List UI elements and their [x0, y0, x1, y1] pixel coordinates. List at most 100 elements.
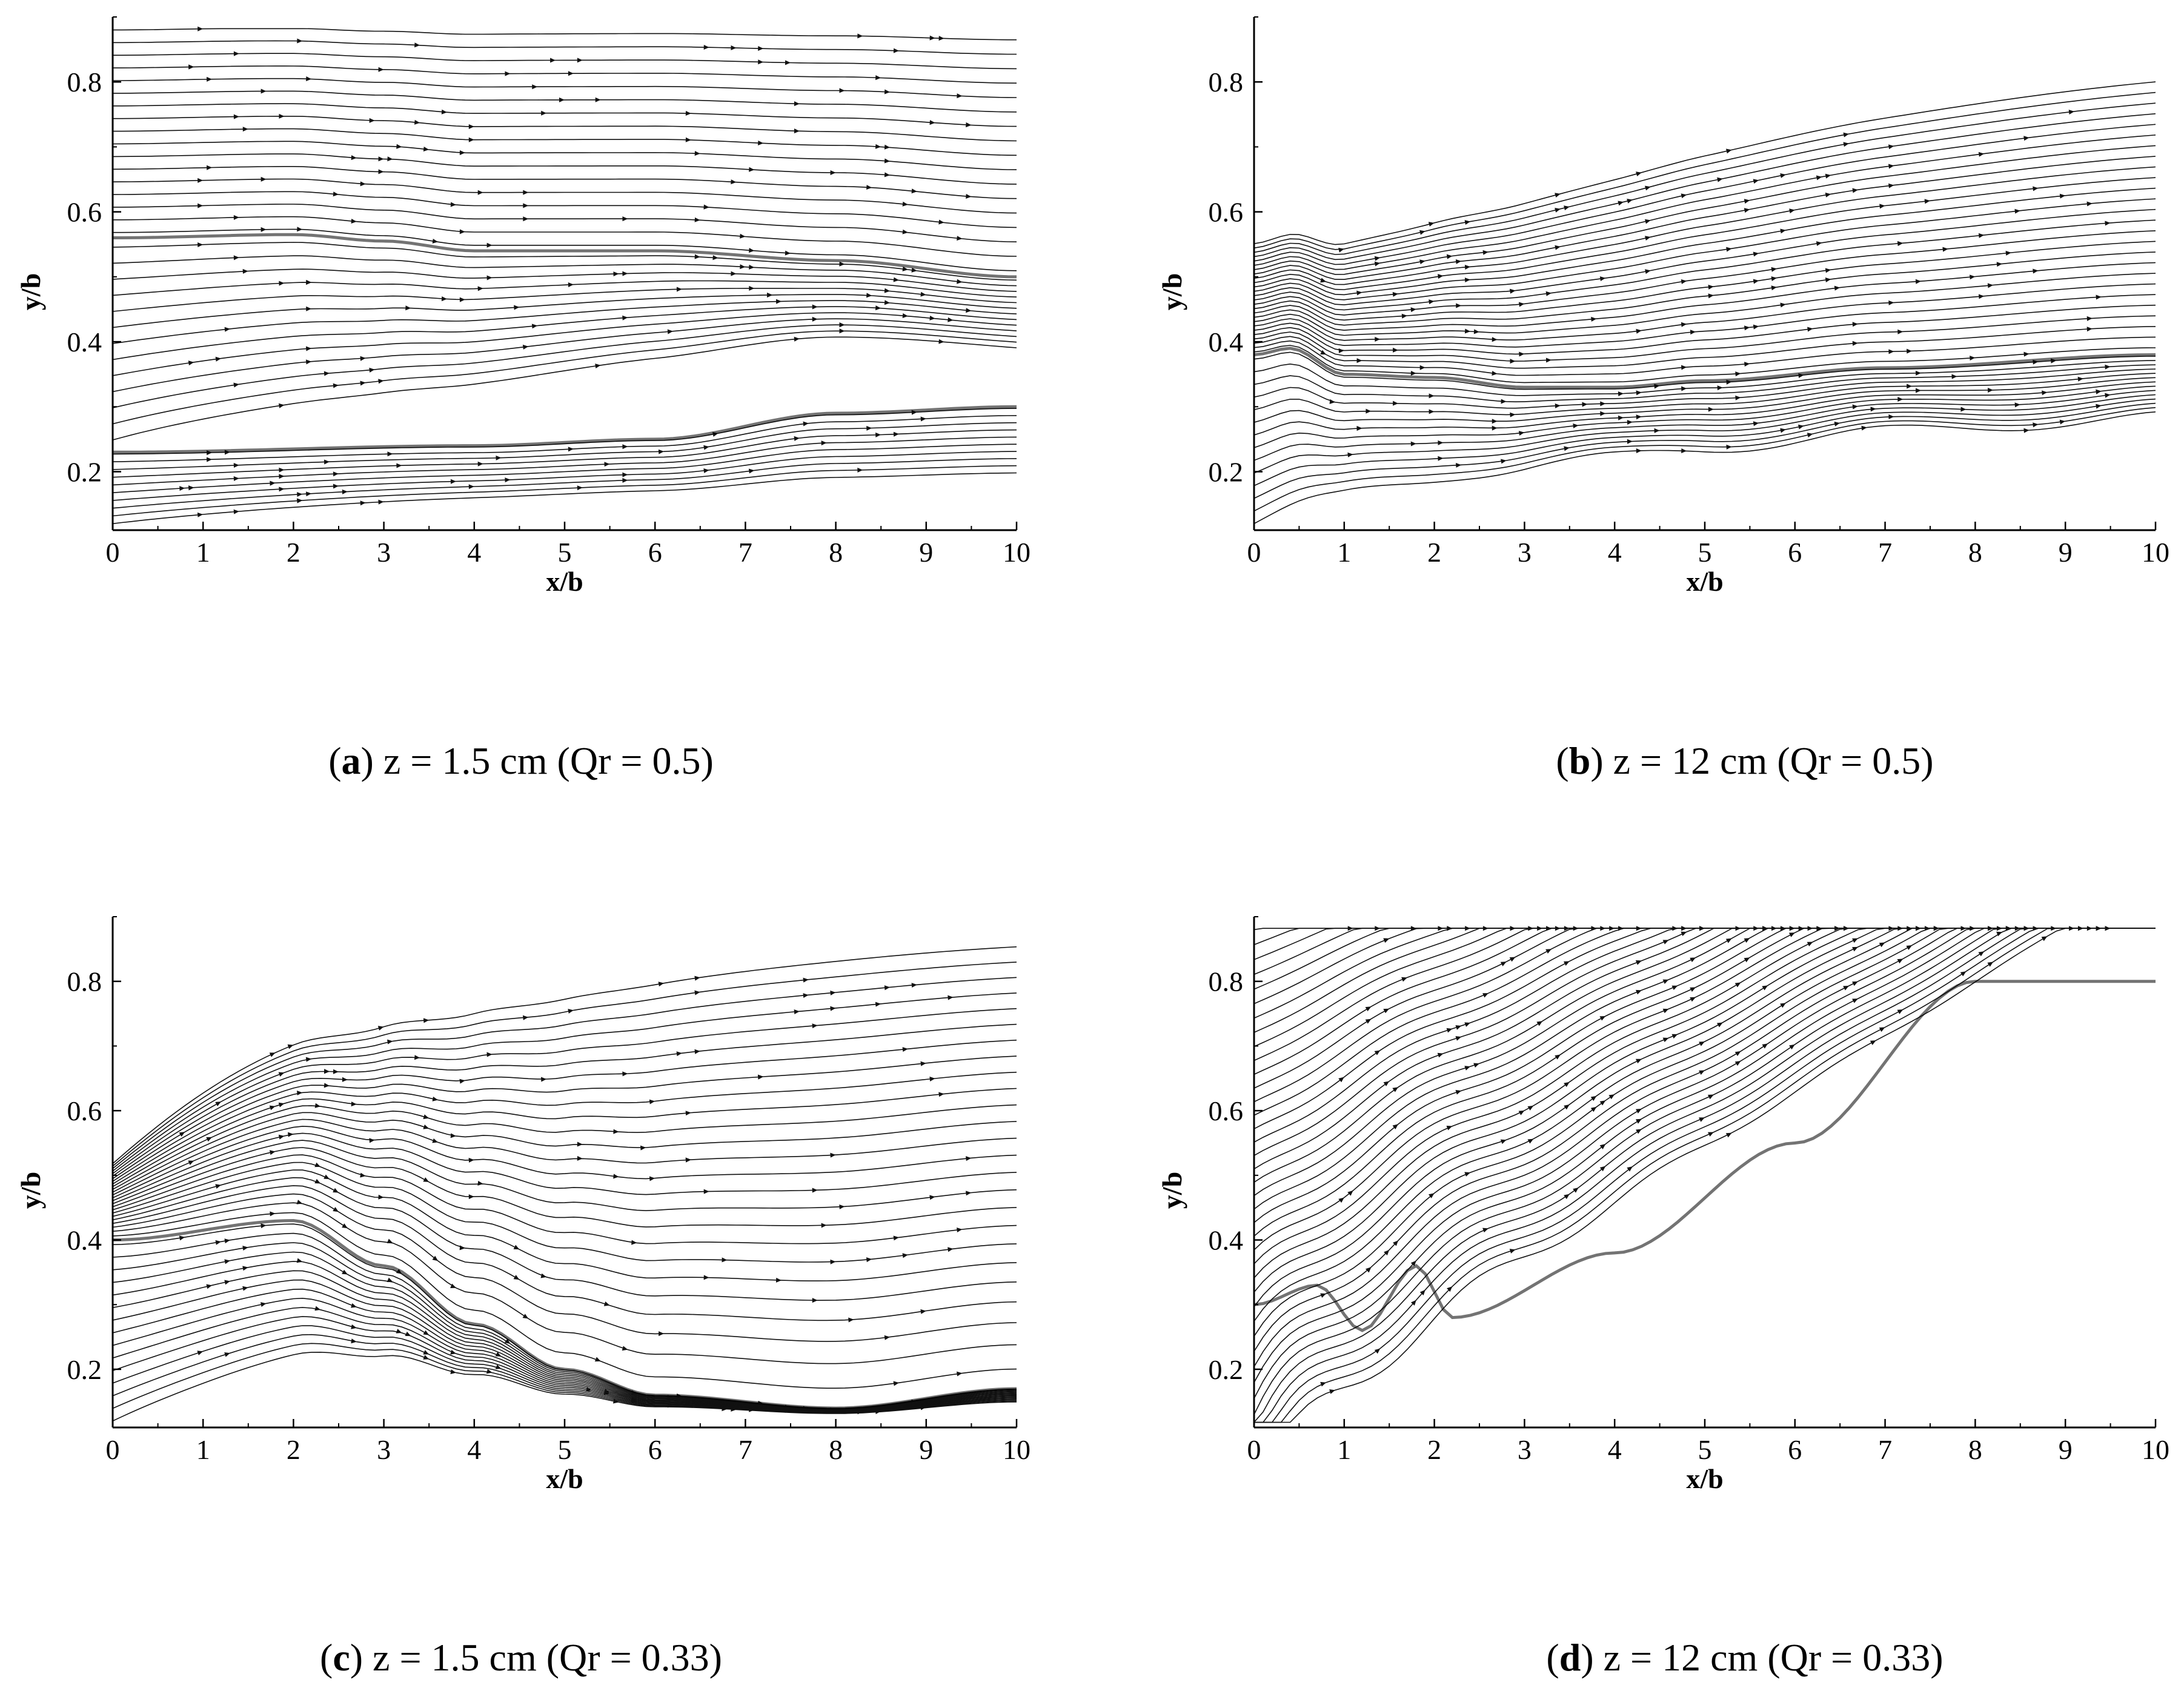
- streamline: [1254, 156, 2156, 281]
- flow-arrow: [297, 498, 303, 503]
- flow-arrow: [929, 1195, 935, 1200]
- flow-arrow: [2033, 422, 2039, 428]
- flow-arrow: [622, 444, 628, 450]
- y-tick-label: 0.8: [67, 966, 102, 997]
- streamline: [113, 1307, 1017, 1412]
- flow-arrow: [1635, 1058, 1642, 1064]
- flow-arrow: [875, 75, 881, 81]
- flow-arrow: [1347, 926, 1353, 931]
- flow-arrow: [1807, 327, 1813, 332]
- flow-arrow: [884, 172, 891, 178]
- x-tick-label: 6: [648, 1434, 662, 1465]
- flow-arrow: [875, 144, 881, 149]
- flow-arrow: [568, 282, 574, 288]
- x-axis-label: x/b: [1686, 566, 1723, 597]
- flow-arrow: [540, 1273, 547, 1278]
- flow-arrow: [550, 58, 556, 63]
- streamline: [1254, 145, 2156, 275]
- streamline: [1254, 394, 2156, 474]
- flow-arrow: [1852, 981, 1858, 986]
- streamline: [113, 191, 1017, 228]
- streamline: [113, 1154, 1017, 1244]
- flow-arrow: [197, 203, 204, 208]
- caption-d: (d) z = 12 cm (Qr = 0.33): [1546, 1635, 1943, 1680]
- streamline: [1254, 91, 2156, 250]
- x-tick-label: 8: [1968, 1434, 1982, 1465]
- streamline: [1254, 219, 2156, 311]
- streamline: [113, 977, 1017, 1169]
- flow-arrow: [1888, 144, 1894, 150]
- flow-arrow: [1591, 316, 1597, 322]
- flow-arrow: [1888, 183, 1894, 188]
- streamline: [1254, 928, 2156, 1062]
- streamline: [113, 255, 1017, 287]
- flow-arrow: [866, 185, 872, 190]
- flow-arrow: [821, 440, 827, 446]
- flow-arrow: [495, 1364, 502, 1369]
- streamline: [1254, 928, 2156, 975]
- flow-arrow: [1356, 425, 1363, 431]
- flow-arrow: [694, 151, 700, 156]
- streamline: [1254, 326, 2156, 369]
- flow-arrow: [1825, 192, 1831, 198]
- flow-arrow: [1446, 1028, 1453, 1033]
- flow-arrow: [775, 299, 782, 304]
- flow-arrow: [911, 267, 917, 273]
- streamline: [113, 1104, 1017, 1190]
- flow-arrow: [1500, 962, 1507, 966]
- flow-arrow: [1563, 961, 1570, 966]
- flow-arrow: [1708, 293, 1714, 299]
- flow-arrow: [296, 1200, 303, 1205]
- y-axis-label: y/b: [1157, 1172, 1187, 1209]
- flow-arrow: [1996, 931, 2003, 937]
- flow-arrow: [1960, 407, 1967, 412]
- flow-arrow: [1780, 173, 1786, 178]
- caption-paren: (: [328, 739, 342, 782]
- flow-arrow: [1879, 1027, 1885, 1032]
- streamline: [1254, 294, 2156, 348]
- streamline: [1254, 411, 2156, 525]
- flow-arrow: [938, 339, 944, 344]
- streamline: [113, 306, 1017, 361]
- caption-paren: (: [320, 1636, 333, 1679]
- flow-arrow: [261, 1223, 267, 1229]
- flow-arrow: [351, 1324, 357, 1329]
- flow-arrow: [2023, 136, 2030, 141]
- flow-arrow: [703, 1189, 709, 1194]
- flow-arrow: [1599, 1166, 1606, 1172]
- flow-arrow: [803, 977, 809, 983]
- flow-arrow: [333, 471, 339, 477]
- flow-arrow: [785, 250, 791, 256]
- panel-a: 0 1 2 3 4 5 6 7 8 9 10 0.2 0.4 0.6 0.8 x/b y/b: [15, 16, 1031, 597]
- streamline: [1254, 177, 2156, 290]
- flow-arrow: [1356, 358, 1363, 364]
- y-tick-label: 0.8: [67, 67, 102, 98]
- flow-arrow: [640, 1145, 646, 1151]
- streamline: [1254, 928, 2156, 1337]
- streamline: [1254, 360, 2156, 396]
- flow-arrow: [504, 1338, 511, 1344]
- flow-arrow: [866, 425, 872, 431]
- flow-arrow: [694, 1049, 700, 1054]
- streamline: [113, 472, 1017, 525]
- flow-arrow: [1907, 384, 1913, 389]
- caption-a: (a) z = 1.5 cm (Qr = 0.5): [328, 739, 714, 783]
- x-tick-label: 3: [377, 537, 391, 568]
- shear-layer: [1254, 980, 2156, 1332]
- x-tick-label: 8: [829, 537, 843, 568]
- flow-arrow: [432, 1138, 439, 1143]
- flow-arrow: [1447, 1286, 1453, 1292]
- flow-arrow: [387, 1039, 393, 1045]
- flow-arrow: [1725, 938, 1732, 943]
- flow-arrow: [333, 1188, 339, 1193]
- flow-arrow: [1744, 362, 1750, 367]
- flow-arrow: [333, 1207, 339, 1212]
- flow-arrow: [839, 88, 845, 93]
- flow-arrow: [233, 463, 239, 468]
- streamline: [1254, 273, 2156, 336]
- flow-arrow: [423, 1177, 430, 1182]
- x-tick-label: 4: [467, 537, 481, 568]
- flow-arrow: [1843, 142, 1850, 147]
- flow-arrow: [522, 344, 529, 350]
- flow-arrow: [269, 1105, 276, 1111]
